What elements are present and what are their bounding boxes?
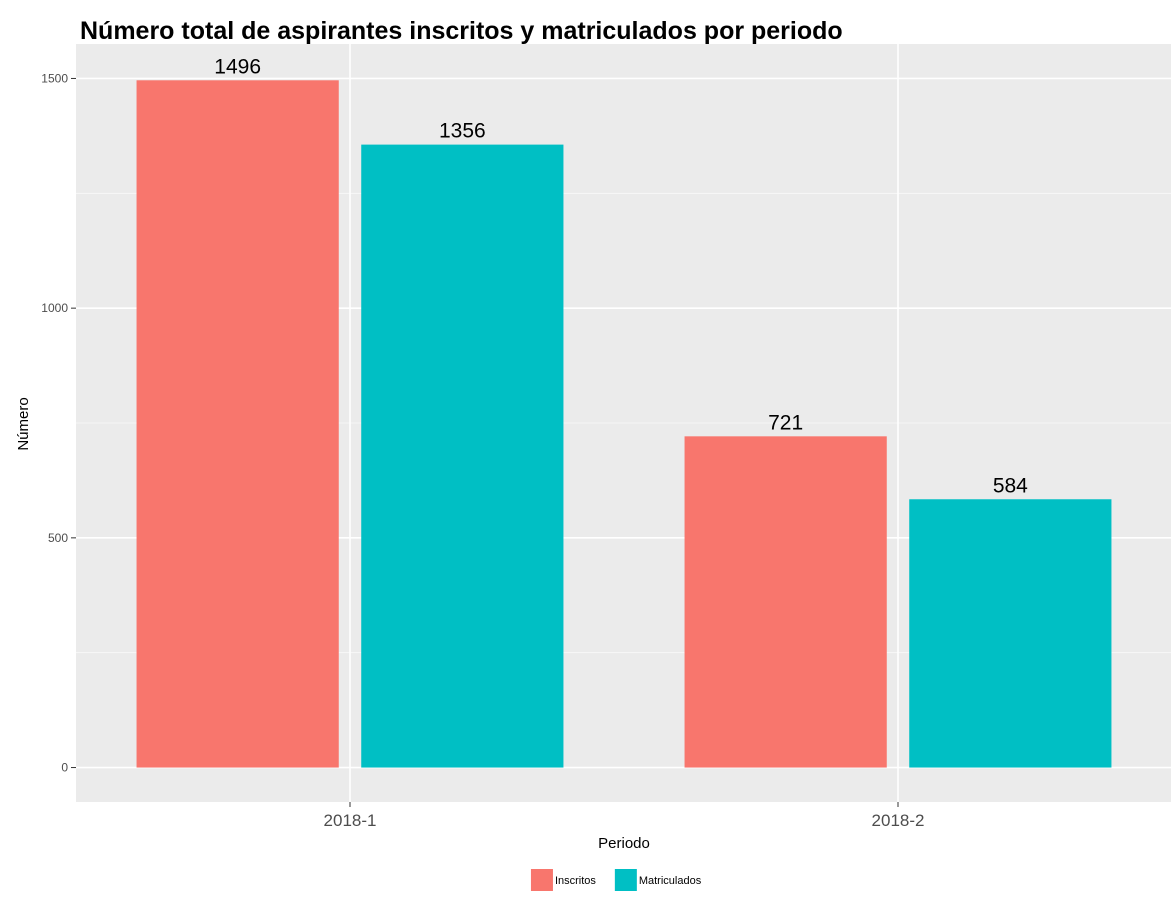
bar: [361, 144, 564, 768]
bars: [136, 80, 1112, 768]
y-tick-label: 1000: [41, 301, 68, 315]
legend: Inscritos Matriculados: [530, 869, 702, 891]
legend-label: Inscritos: [555, 875, 596, 887]
data-label: 721: [768, 411, 803, 434]
legend-key: [614, 869, 637, 891]
bar: [684, 436, 887, 768]
data-label: 1356: [439, 120, 486, 143]
y-tick-label: 500: [48, 531, 68, 545]
x-axis-ticks: 2018-1 2018-2: [324, 802, 925, 830]
data-label: 1496: [214, 55, 261, 78]
y-axis-ticks: 0 500 1000 1500: [41, 71, 76, 775]
x-axis-title: Periodo: [598, 835, 650, 852]
data-label: 584: [993, 474, 1028, 497]
y-tick-label: 1500: [41, 71, 68, 85]
bar: [136, 80, 339, 768]
legend-key: [530, 869, 553, 891]
x-tick-label: 2018-2: [872, 811, 925, 830]
data-labels: 1496 1356 721 584: [214, 55, 1028, 497]
y-axis-title: Número: [15, 397, 32, 450]
chart-title: Número total de aspirantes inscritos y m…: [80, 17, 843, 45]
y-tick-label: 0: [61, 761, 68, 775]
legend-label: Matriculados: [639, 875, 702, 887]
x-tick-label: 2018-1: [324, 811, 377, 830]
bar: [909, 499, 1112, 768]
